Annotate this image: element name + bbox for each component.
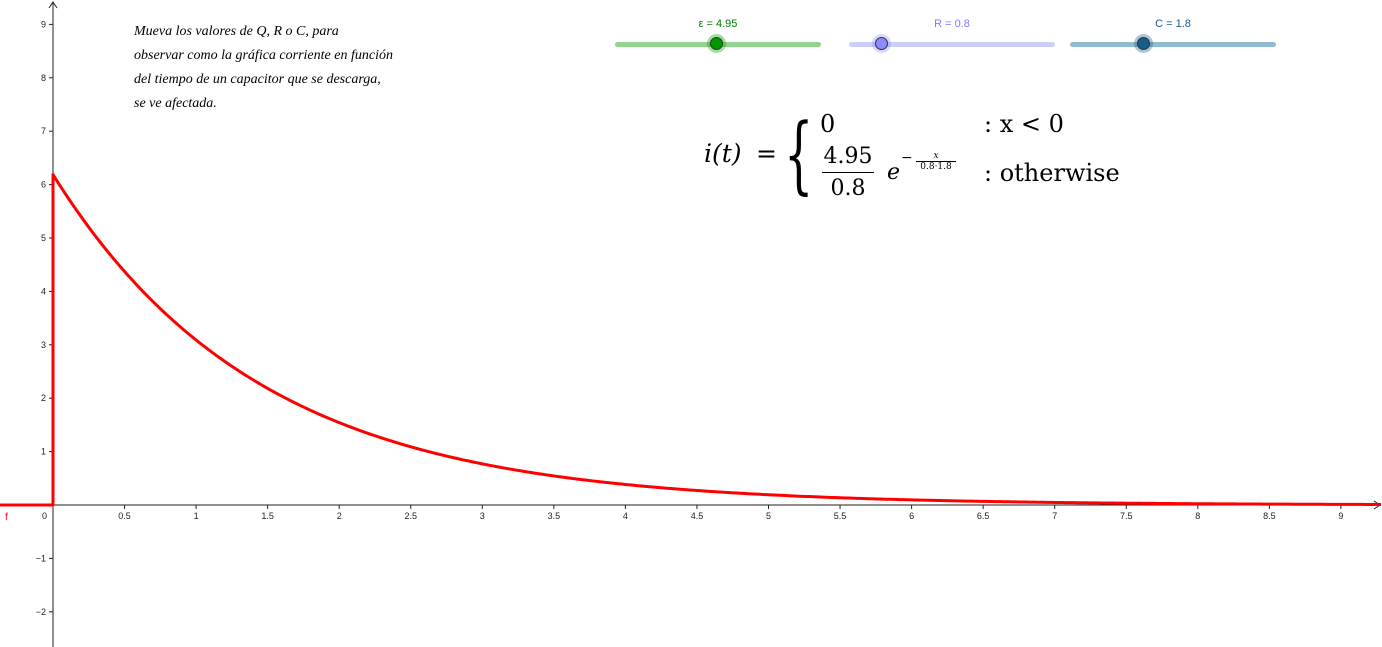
slider-epsilon-knob[interactable] <box>709 37 723 50</box>
slider-r-knob[interactable] <box>874 37 888 50</box>
slider-c-knob[interactable] <box>1137 37 1151 50</box>
formula-denominator: 0.8 <box>830 176 866 201</box>
slider-epsilon[interactable]: ε = 4.95 <box>615 18 821 53</box>
series-label-f: f <box>5 512 8 523</box>
slider-c[interactable]: C = 1.8 <box>1070 18 1276 53</box>
y-tick-label: 1 <box>41 447 46 457</box>
function-graph[interactable]: f <box>0 173 1381 523</box>
formula-case1-value: 0 <box>820 110 836 138</box>
slider-r-track[interactable] <box>849 42 1055 47</box>
x-tick-label: 4.5 <box>691 511 704 521</box>
y-tick-label: 6 <box>41 180 46 190</box>
instructions-line: Mueva los valores de Q, R o C, para <box>134 24 339 39</box>
formula-fraction: 4.95 0.8 <box>822 144 874 201</box>
slider-c-label: C = 1.8 <box>1155 18 1191 30</box>
y-axis-arrow <box>48 1 58 9</box>
y-tick-label: 7 <box>41 126 46 136</box>
x-tick-label: 3.5 <box>548 511 561 521</box>
formula-numerator: 4.95 <box>822 144 874 173</box>
formula-brace: { <box>784 105 814 203</box>
x-tick-label: 8 <box>1195 511 1200 521</box>
y-tick-label: 9 <box>41 19 46 29</box>
formula-equals: = <box>756 139 777 168</box>
formula-case2-condition: : otherwise <box>984 159 1120 187</box>
x-tick-label: 2.5 <box>404 511 417 521</box>
origin-label: 0 <box>42 511 47 521</box>
x-tick-label: 6.5 <box>977 511 990 521</box>
x-tick-label: 7.5 <box>1120 511 1133 521</box>
x-tick-label: 1 <box>194 511 199 521</box>
instructions-line: del tiempo de un capacitor que se descar… <box>134 72 381 87</box>
y-tick-label: 8 <box>41 73 46 83</box>
instructions-line: se ve afectada. <box>134 96 217 111</box>
y-tick-label: 2 <box>41 393 46 403</box>
function-formula[interactable]: i(t) = { 0 : x < 0 4.95 0.8 e − x 0.8·1.… <box>704 104 1134 214</box>
slider-epsilon-label: ε = 4.95 <box>698 18 738 30</box>
x-tick-label: 9 <box>1338 511 1343 521</box>
x-tick-label: 4 <box>623 511 628 521</box>
formula-exp-numerator: x <box>916 151 956 162</box>
x-tick-label: 5.5 <box>834 511 847 521</box>
instructions-text: Mueva los valores de Q, R o C, para obse… <box>134 20 454 116</box>
ticks: 0.5 1 1.5 2 2.5 3 3.5 4 4.5 5 5.5 6 6.5 7 7.5 8 8.5 9 0 9 8 7… <box>36 19 1344 616</box>
formula-exp-base: e <box>887 160 901 185</box>
formula-case1-condition: : x < 0 <box>984 110 1064 138</box>
y-tick-label: −1 <box>36 553 46 563</box>
formula-exp-sign: − <box>901 150 913 166</box>
x-tick-label: 7 <box>1052 511 1057 521</box>
instructions-line: observar como la gráfica corriente en fu… <box>134 48 393 63</box>
slider-r-label: R = 0.8 <box>934 18 970 30</box>
series-line-f[interactable] <box>0 173 1381 507</box>
y-tick-label: −2 <box>36 607 46 617</box>
y-tick-label: 5 <box>41 233 46 243</box>
y-tick-label: 3 <box>41 340 46 350</box>
x-tick-label: 5 <box>766 511 771 521</box>
slider-r[interactable]: R = 0.8 <box>849 18 1055 53</box>
y-tick-label: 4 <box>41 286 46 296</box>
formula-exp-denominator: 0.8·1.8 <box>920 162 952 172</box>
formula-exponent-fraction: x 0.8·1.8 <box>916 151 956 172</box>
x-tick-label: 3 <box>480 511 485 521</box>
x-tick-label: 1.5 <box>261 511 274 521</box>
slider-c-track[interactable] <box>1070 42 1276 47</box>
x-tick-label: 8.5 <box>1263 511 1276 521</box>
x-tick-label: 2 <box>337 511 342 521</box>
x-tick-label: 6 <box>909 511 914 521</box>
formula-lhs: i(t) <box>704 139 742 168</box>
x-tick-label: 0.5 <box>118 511 131 521</box>
